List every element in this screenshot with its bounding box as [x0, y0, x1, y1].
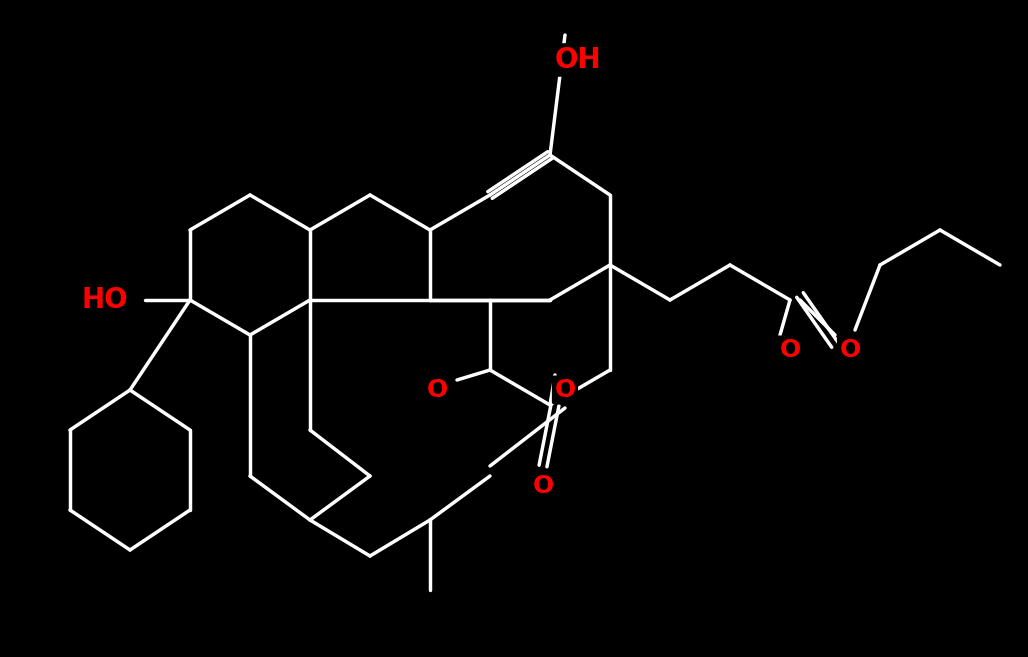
Text: O: O: [427, 378, 447, 402]
Text: O: O: [533, 474, 554, 498]
Text: O: O: [840, 338, 860, 362]
Text: O: O: [554, 378, 576, 402]
Text: OH: OH: [555, 46, 601, 74]
Text: O: O: [779, 338, 801, 362]
Text: HO: HO: [82, 286, 128, 314]
